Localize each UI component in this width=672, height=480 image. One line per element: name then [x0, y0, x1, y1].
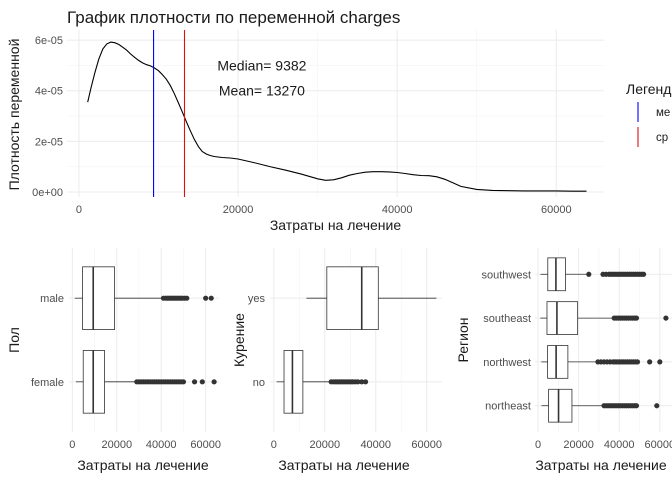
- x-tick-label: 40000: [382, 204, 413, 216]
- outlier-point: [654, 403, 660, 409]
- x-tick-label: 20000: [101, 439, 132, 451]
- outlier-point: [208, 295, 214, 301]
- outlier-point: [633, 315, 640, 321]
- y-tick-label: 4e-05: [35, 86, 63, 98]
- iqr-box: [547, 345, 569, 379]
- iqr-box: [326, 266, 379, 330]
- x-axis-title: Затраты на лечение: [77, 457, 209, 473]
- y-axis-title: Курение: [231, 313, 247, 367]
- outlier-point: [640, 271, 647, 277]
- outlier-point: [355, 379, 361, 385]
- outlier-point: [211, 379, 217, 385]
- density-curve: [87, 41, 587, 192]
- iqr-box: [546, 301, 579, 335]
- y-axis-title: Регион: [455, 318, 471, 363]
- x-axis-title: Затраты на лечение: [270, 217, 402, 233]
- x-tick-label: 60000: [541, 204, 572, 216]
- y-tick-label: no: [253, 377, 265, 389]
- box-no: [276, 350, 369, 414]
- median-annotation: Median= 9382: [217, 57, 306, 73]
- outlier-point: [362, 379, 369, 385]
- x-axis-title: Затраты на лечение: [535, 457, 667, 473]
- outlier-point: [184, 295, 190, 301]
- y-axis-title: Пол: [6, 327, 22, 353]
- box-male: [74, 266, 214, 330]
- x-tick-label: 0: [76, 204, 82, 216]
- x-tick-label: 20000: [563, 439, 594, 451]
- box-northeast: [541, 388, 660, 423]
- iqr-box: [82, 266, 115, 330]
- x-tick-label: 40000: [604, 439, 635, 451]
- y-tick-label: 0e+00: [32, 187, 63, 199]
- y-tick-label: 2e-05: [35, 136, 63, 148]
- outlier-point: [199, 379, 205, 385]
- iqr-box: [548, 388, 573, 423]
- outlier-point: [647, 359, 653, 365]
- legend-title: Легенд: [626, 81, 671, 97]
- outlier-point: [657, 359, 663, 365]
- x-tick-label: 0: [69, 439, 75, 451]
- density-panel: Median= 9382 Mean= 13270 0 20000 40000 60000 0…: [6, 8, 671, 233]
- x-tick-label: 20000: [309, 439, 340, 451]
- outlier-point: [203, 295, 209, 301]
- legend: Легенд ме ср: [626, 81, 671, 147]
- y-tick-label: female: [31, 377, 64, 389]
- x-tick-label: 60000: [411, 439, 442, 451]
- outlier-point: [191, 379, 198, 385]
- x-tick-label: 0: [535, 439, 541, 451]
- outlier-point: [633, 403, 640, 409]
- x-axis-title: Затраты на лечение: [278, 457, 410, 473]
- boxplot-panel-3: northeast northwest southeast southwest 0 200…: [455, 248, 672, 473]
- chart-title: График плотности по переменной charges: [67, 8, 400, 27]
- x-tick-label: 60000: [645, 439, 672, 451]
- legend-label: ср: [656, 132, 668, 144]
- y-tick-label: northeast: [485, 401, 531, 413]
- iqr-box: [283, 350, 304, 414]
- y-tick-label: northwest: [483, 357, 531, 369]
- mean-annotation: Mean= 13270: [219, 83, 305, 99]
- outlier-point: [586, 271, 592, 277]
- outlier-point: [359, 379, 365, 385]
- y-tick-label: southwest: [481, 269, 531, 281]
- outlier-point: [634, 359, 641, 365]
- y-tick-label: yes: [248, 293, 266, 305]
- outlier-point: [663, 315, 669, 321]
- box-southwest: [540, 257, 647, 292]
- box-northwest: [541, 345, 663, 379]
- legend-label: ме: [656, 107, 670, 119]
- y-tick-label: 6e-05: [35, 35, 63, 47]
- box-female: [75, 350, 217, 414]
- outlier-point: [180, 379, 187, 385]
- y-tick-label: male: [40, 293, 64, 305]
- box-southeast: [540, 301, 669, 335]
- x-tick-label: 40000: [146, 439, 177, 451]
- box-yes: [306, 266, 437, 330]
- y-axis-title: Плотность переменной: [6, 39, 22, 191]
- boxplot-panel-1: female male 0 20000 40000 60000 Затраты на леч…: [6, 248, 221, 473]
- x-tick-label: 40000: [360, 439, 391, 451]
- x-tick-label: 60000: [190, 439, 221, 451]
- x-tick-label: 0: [271, 439, 277, 451]
- y-tick-label: southeast: [483, 313, 531, 325]
- x-tick-label: 20000: [223, 204, 254, 216]
